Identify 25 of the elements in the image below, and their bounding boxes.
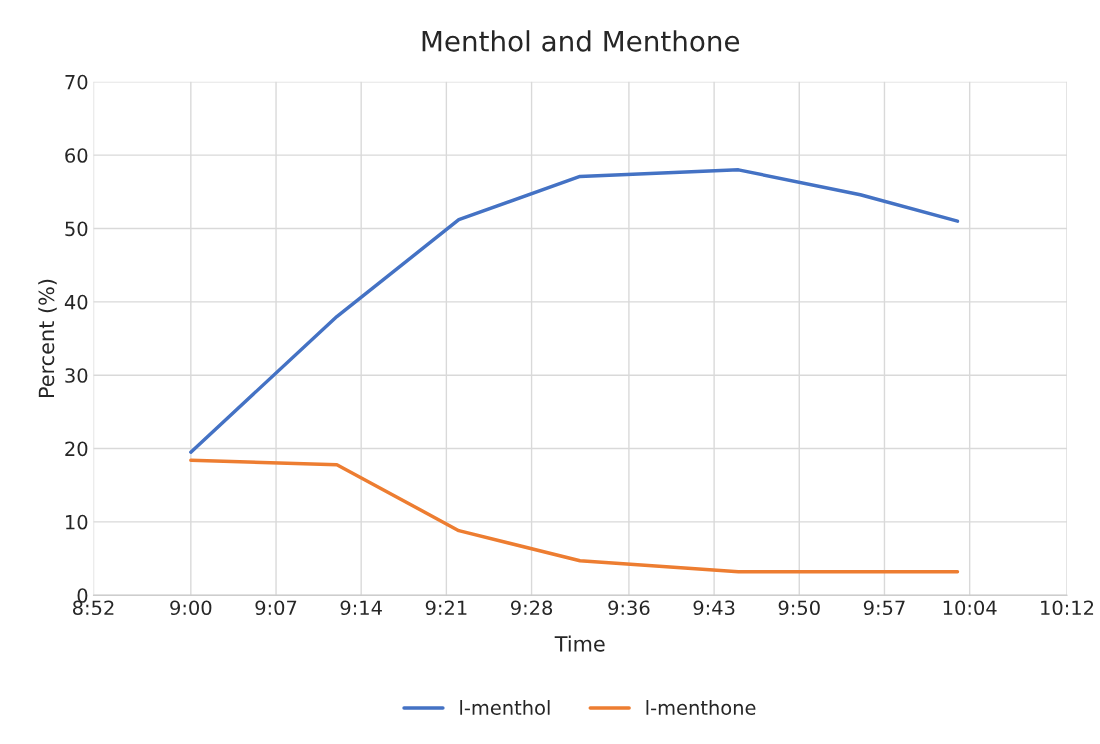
x-tick-label: 9:57	[863, 600, 905, 616]
x-tick-label: 9:07	[255, 600, 297, 616]
x-tick-label: 9:50	[778, 600, 820, 616]
legend-label: l-menthol	[460, 699, 550, 716]
y-axis-title: Percent (%)	[38, 279, 57, 397]
y-tick-label: 20	[65, 441, 88, 457]
y-tick-label: 60	[65, 148, 88, 163]
x-axis-title: Time	[554, 635, 605, 652]
x-tick-label: 9:14	[340, 600, 382, 616]
x-tick-label: 9:28	[510, 600, 553, 616]
y-tick-label: 30	[65, 368, 88, 383]
x-tick-label: 10:04	[943, 600, 997, 616]
line-series	[189, 458, 960, 574]
legend-label: l-menthone	[646, 699, 756, 716]
y-tick-label: 70	[65, 74, 88, 90]
x-tick-label: 9:43	[693, 600, 735, 616]
x-tick-label: 9:21	[425, 600, 467, 616]
chart-title: Menthol and Menthone	[422, 30, 740, 52]
y-tick-label: 40	[64, 294, 88, 310]
x-tick-label: 9:36	[608, 600, 650, 616]
y-tick-label: 10	[66, 514, 88, 530]
x-tick-label: 10:12	[1041, 600, 1094, 616]
y-tick-label: 50	[65, 221, 88, 237]
x-tick-label: 9:00	[170, 600, 212, 616]
line-series	[189, 168, 960, 454]
